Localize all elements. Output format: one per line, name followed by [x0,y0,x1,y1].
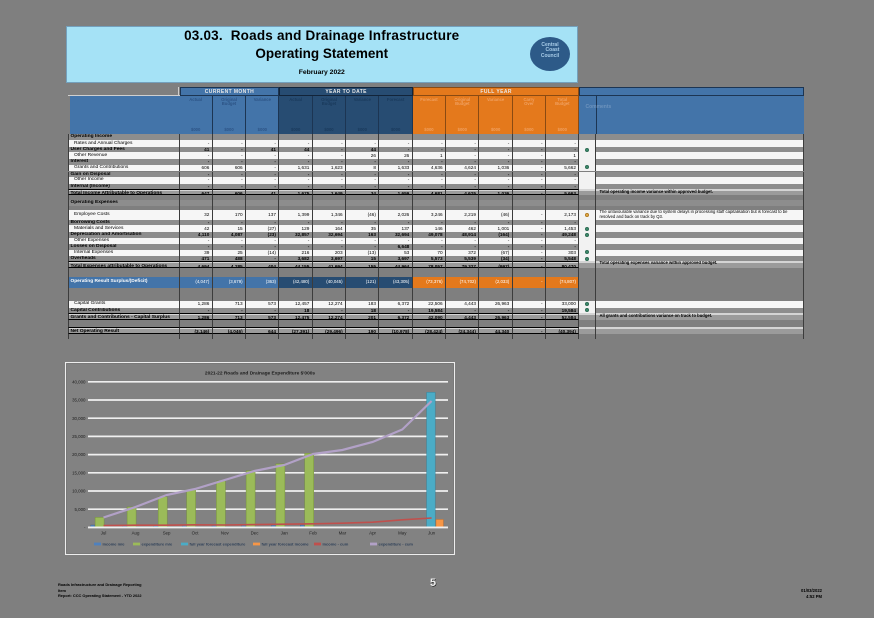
svg-text:Mar: Mar [339,531,347,536]
svg-text:Jul: Jul [101,531,107,536]
svg-text:expenditure - cum: expenditure - cum [379,541,414,546]
svg-text:5,000: 5,000 [75,507,87,512]
svg-text:Sep: Sep [163,531,171,536]
svg-text:Apr: Apr [369,531,376,536]
svg-text:-: - [84,525,86,530]
svg-text:income m/e: income m/e [103,541,126,546]
svg-text:Nov: Nov [221,531,230,536]
svg-text:35,000: 35,000 [72,398,86,403]
svg-text:full year forecast expenditure: full year forecast expenditure [190,541,247,546]
svg-text:Jun: Jun [428,531,436,536]
svg-text:expenditure m/e: expenditure m/e [142,541,173,546]
svg-text:30,000: 30,000 [72,416,86,421]
svg-text:25,000: 25,000 [72,434,86,439]
svg-text:Oct: Oct [192,531,200,536]
svg-text:full year forecast income: full year forecast income [262,541,310,546]
svg-text:20,000: 20,000 [72,452,86,457]
svg-text:Jan: Jan [281,531,289,536]
svg-text:2021-22 Roads and Drainage Exp: 2021-22 Roads and Drainage Expenditure $… [205,371,316,377]
svg-text:15,000: 15,000 [72,470,86,475]
svg-text:40,000: 40,000 [72,379,86,384]
svg-text:Feb: Feb [309,531,317,536]
svg-text:Dec: Dec [251,531,260,536]
svg-text:Aug: Aug [132,531,140,536]
svg-text:income - cum: income - cum [323,541,349,546]
svg-text:May: May [398,531,407,536]
svg-text:10,000: 10,000 [72,489,86,494]
